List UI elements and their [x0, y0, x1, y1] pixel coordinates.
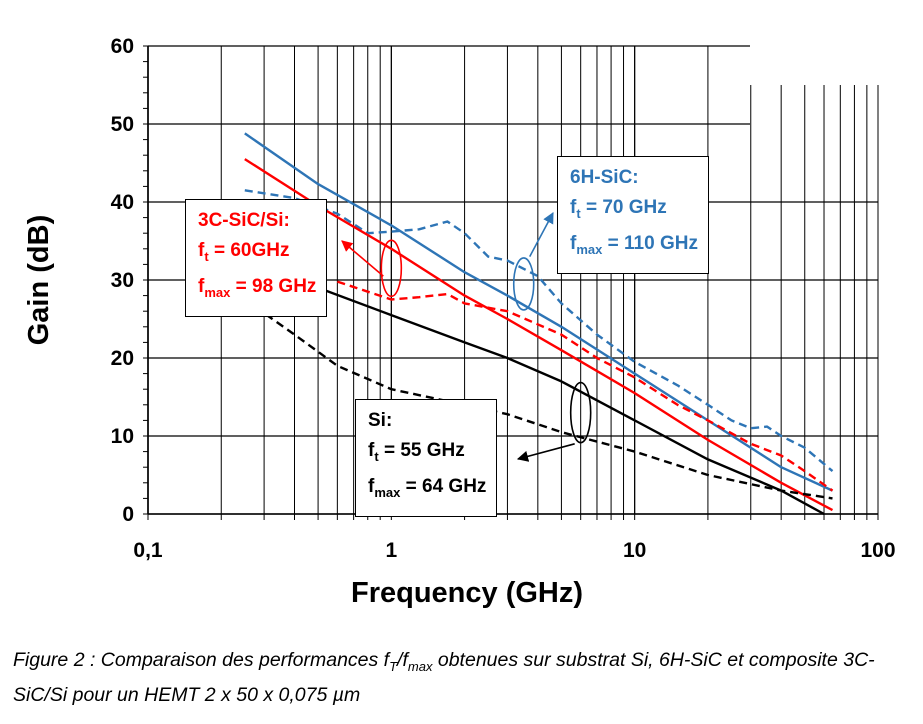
y-tick-label: 10 [111, 425, 134, 448]
series-line-si-dashed [244, 298, 833, 500]
series-line-3c-sic-si-solid [244, 158, 834, 512]
series-line-si-solid [244, 263, 825, 516]
x-tick-label: 10 [623, 539, 646, 562]
x-tick-label: 0,1 [133, 539, 163, 562]
annotation-title: 3C-SiC/Si: [198, 210, 290, 231]
ellipse-si [569, 381, 592, 444]
arrow-si [516, 443, 575, 462]
x-axis-label: Frequency (GHz) [351, 577, 583, 609]
y-tick-label: 60 [111, 35, 134, 58]
x-tick-label: 100 [860, 539, 895, 562]
annotation-fmax: fmax = 110 GHz [570, 232, 698, 257]
ellipse-6h-sic [512, 257, 535, 311]
annotation-title: 6H-SiC: [570, 167, 639, 188]
grid [147, 45, 879, 515]
ellipse-3c-sic-si [380, 239, 403, 298]
arrow-6h-sic [529, 212, 554, 257]
series-line-6h-sic-dashed [244, 189, 834, 473]
y-tick-label: 30 [111, 269, 134, 292]
annotation-fmax: fmax = 64 GHz [368, 475, 487, 500]
annotation-6h-sic: 6H-SiC: ft = 70 GHz fmax = 110 GHz [557, 156, 709, 274]
annotation-ft: ft = 70 GHz [570, 197, 667, 221]
series-line-3c-sic-si-dashed [337, 280, 834, 492]
gain-frequency-chart: 0 10 20 30 40 50 60 0,1 1 10 100 Frequency (GHz) G… [23, 35, 896, 609]
annotation-si: Si: ft = 55 GHz fmax = 64 GHz [355, 399, 498, 517]
annotation-ft: ft = 60GHz [198, 240, 290, 264]
arrow-3c-sic-si [341, 240, 384, 277]
y-tick-label: 40 [111, 191, 134, 214]
ellipse-markers [341, 212, 592, 462]
series-lines [244, 132, 834, 516]
series-line-6h-sic-solid [244, 132, 833, 492]
axis-ticks: 0 10 20 30 40 50 60 0,1 1 10 100 [111, 35, 896, 562]
annotation-fmax: fmax = 98 GHz [198, 275, 317, 300]
annotation-title: Si: [368, 410, 393, 431]
x-tick-label: 1 [385, 539, 397, 562]
annotation-ft: ft = 55 GHz [368, 440, 465, 464]
y-tick-label: 20 [111, 347, 134, 370]
y-tick-label: 50 [111, 113, 134, 136]
y-tick-label: 0 [122, 503, 134, 526]
figure-caption: Figure 2 : Comparaison des performances … [13, 649, 875, 706]
annotation-3c-sic-si: 3C-SiC/Si: ft = 60GHz fmax = 98 GHz [185, 199, 328, 317]
y-axis-label: Gain (dB) [23, 215, 55, 346]
